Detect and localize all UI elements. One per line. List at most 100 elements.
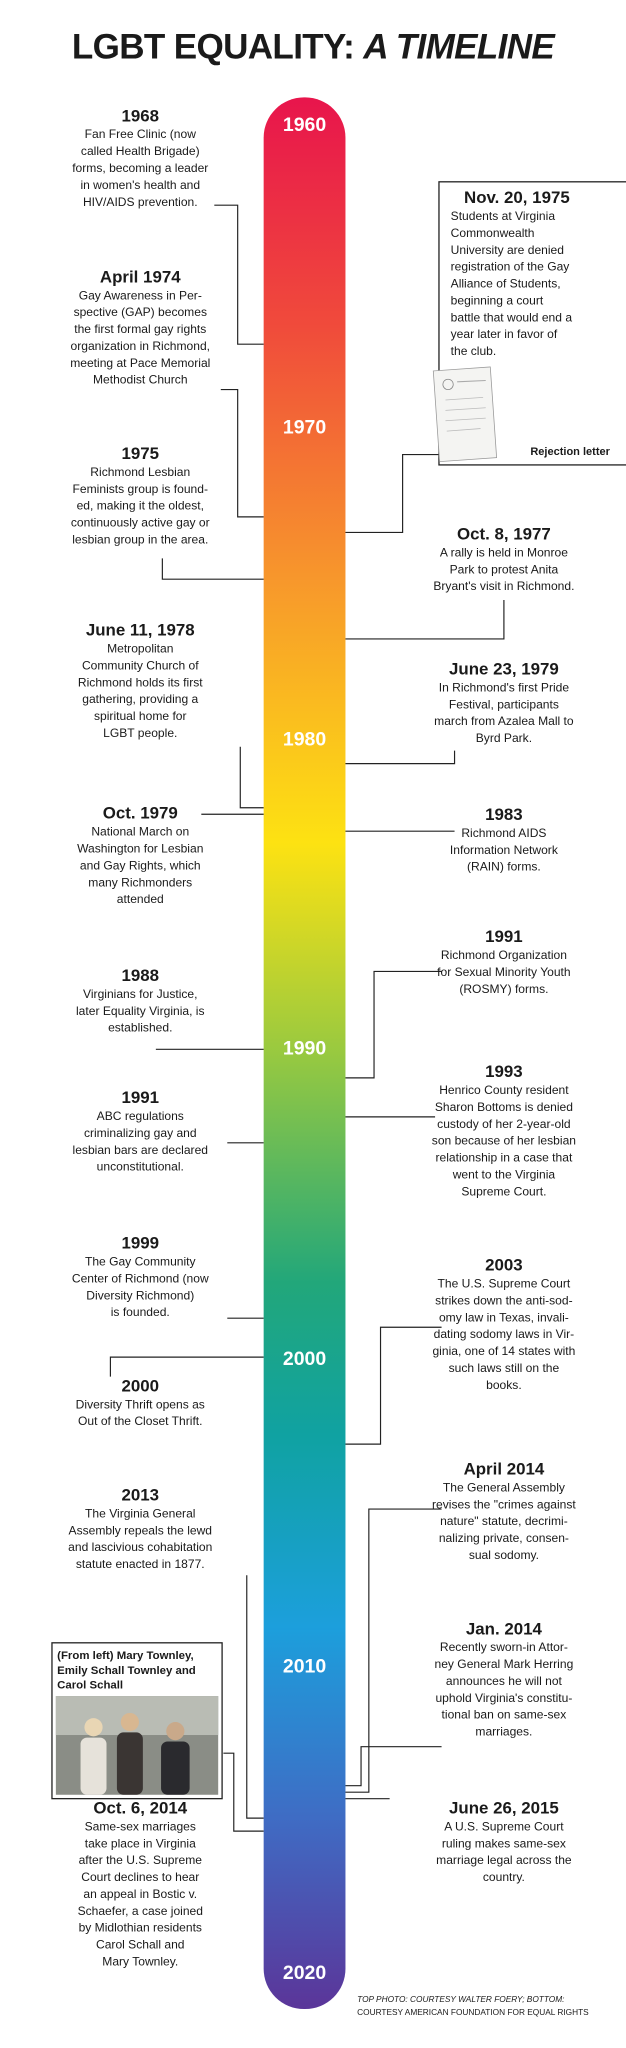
event-date: June 11, 1978 [86, 621, 195, 640]
event-text: Fan Free Clinic (now [85, 127, 197, 141]
event-text: battle that would end a [451, 310, 573, 324]
event-date: Oct. 6, 2014 [93, 1798, 187, 1817]
event-text: Sharon Bottoms is denied [435, 1100, 573, 1114]
event-text: Diversity Richmond) [86, 1288, 194, 1302]
event-text: tional ban on same-sex [442, 1708, 567, 1722]
event-text: The Gay Community [85, 1254, 196, 1268]
event-date: 1993 [485, 1062, 523, 1081]
event-text: march from Azalea Mall to [434, 714, 574, 728]
event-text: Information Network [450, 843, 559, 857]
event-text: Center of Richmond (now [72, 1271, 209, 1285]
event-text: Festival, participants [449, 697, 559, 711]
event-text: ABC regulations [97, 1109, 184, 1123]
event-text: Diversity Thrift opens as [76, 1397, 205, 1411]
decade-label: 1980 [283, 728, 326, 750]
event-text: strikes down the anti-sod- [435, 1293, 572, 1307]
event-date: June 23, 1979 [449, 660, 559, 679]
photo-person [166, 1722, 185, 1741]
letter-caption: Rejection letter [530, 446, 610, 458]
event-text: The U.S. Supreme Court [438, 1277, 571, 1291]
event-text: Bryant's visit in Richmond. [433, 579, 574, 593]
event-text: gathering, providing a [82, 692, 198, 706]
event-text: continuously active gay or [71, 516, 210, 530]
title-main: LGBT EQUALITY: [72, 28, 354, 67]
event-text: ed, making it the oldest, [77, 499, 204, 513]
event-text: marriages. [475, 1725, 532, 1739]
event-text: HIV/AIDS prevention. [83, 195, 198, 209]
event-text: nature" statute, decrimi- [440, 1514, 568, 1528]
event-date: 1991 [122, 1088, 160, 1107]
event-date: 1975 [122, 444, 160, 463]
event-text: Richmond AIDS [461, 826, 546, 840]
event-text: attended [117, 892, 164, 906]
event-text: In Richmond's first Pride [439, 680, 570, 694]
event-text: take place in Virginia [85, 1836, 196, 1850]
event-text: Alliance of Students, [451, 277, 561, 291]
letter-line [445, 397, 484, 401]
decade-label: 2010 [283, 1656, 326, 1678]
event-text: Richmond Lesbian [90, 465, 190, 479]
event-text: dating sodomy laws in Vir- [434, 1327, 575, 1341]
photo-person [161, 1741, 190, 1795]
event-date: April 2014 [464, 1460, 545, 1479]
connector [223, 1752, 264, 1832]
event-date: April 1974 [100, 267, 181, 286]
letter-image [432, 366, 498, 463]
event-text: LGBT people. [103, 726, 177, 740]
letter-line [457, 379, 486, 383]
event-text: organization in Richmond, [71, 339, 210, 353]
event-date: 1988 [122, 966, 160, 985]
connector [345, 1746, 442, 1787]
event-text: later Equality Virginia, is [76, 1004, 205, 1018]
event-text: spective (GAP) becomes [74, 305, 207, 319]
photo-person [120, 1712, 139, 1732]
connectors [109, 204, 505, 1832]
event-text: is founded. [111, 1305, 170, 1319]
event-text: (ROSMY) forms. [459, 982, 548, 996]
event-text: and lascivious cohabitation [68, 1540, 212, 1554]
event-text: ruling makes same-sex [442, 1836, 566, 1850]
event-text: Washington for Lesbian [77, 842, 203, 856]
event-date: 1999 [122, 1234, 160, 1253]
event-text: and Gay Rights, which [80, 858, 201, 872]
event-date: 2013 [122, 1486, 160, 1505]
letter-photo [432, 366, 498, 463]
event-text: nalizing private, consen- [439, 1531, 569, 1545]
event-text: The General Assembly [443, 1480, 565, 1494]
event-text: criminalizing gay and [84, 1126, 197, 1140]
photo-person [80, 1737, 107, 1795]
event-text: Virginians for Justice, [83, 987, 197, 1001]
event-text: by Midlothian residents [79, 1921, 202, 1935]
event-text: Court declines to hear [81, 1870, 199, 1884]
event-text: unconstitutional. [97, 1160, 184, 1174]
photo-caption: Emily Schall Townley and [57, 1665, 196, 1677]
event-text: Metropolitan [107, 642, 173, 656]
event-text: son because of her lesbian [432, 1134, 576, 1148]
connector [214, 204, 264, 345]
event-text: year later in favor of [451, 327, 558, 341]
event-text: country. [483, 1870, 525, 1884]
event-text: Recently sworn-in Attor- [440, 1640, 568, 1654]
title: LGBT EQUALITY: A TIMELINE [72, 28, 556, 67]
event-text: (RAIN) forms. [467, 860, 541, 874]
event-text: Supreme Court. [461, 1184, 546, 1198]
decade-label: 2020 [283, 1962, 326, 1984]
connector [220, 389, 264, 518]
decade-label: 1990 [283, 1037, 326, 1059]
event-text: custody of her 2-year-old [437, 1117, 570, 1131]
event-text: an appeal in Bostic v. [83, 1887, 197, 1901]
connector [161, 558, 264, 580]
event-text: A U.S. Supreme Court [444, 1819, 564, 1833]
photo-caption: Carol Schall [57, 1680, 123, 1692]
letter-line [445, 407, 486, 411]
event-text: sual sodomy. [469, 1548, 539, 1562]
photo-person [116, 1732, 143, 1795]
event-text: meeting at Pace Memorial [70, 356, 210, 370]
couple-photo [51, 1642, 223, 1800]
connector [345, 453, 439, 534]
event-text: such laws still on the [449, 1361, 560, 1375]
decade-label: 2000 [283, 1348, 326, 1370]
event-text: University are denied [451, 243, 564, 257]
decade-label: 1970 [283, 417, 326, 439]
event-text: the first formal gay rights [74, 322, 206, 336]
